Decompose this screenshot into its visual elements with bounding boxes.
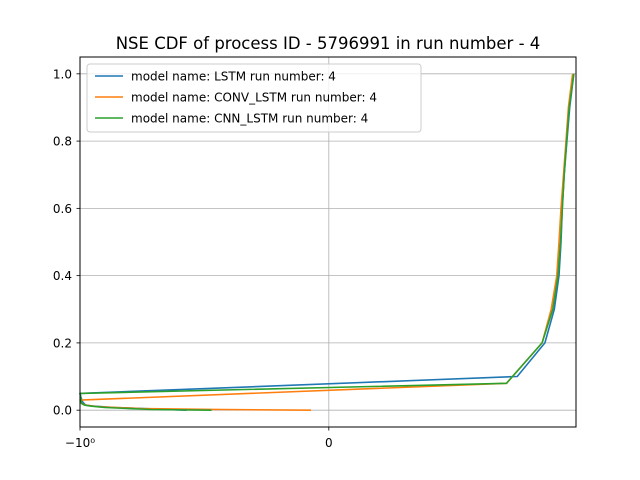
axis-ticks: −10⁰ 0 0.0 0.2 0.4 0.6 0.8 1.0 [53, 67, 333, 450]
legend-box [86, 63, 422, 133]
legend-label: model name: CONV_LSTM run number: 4 [131, 91, 377, 105]
series-line-3 [79, 73, 575, 411]
y-tick-label: 0.2 [53, 336, 72, 350]
y-tick-label: 0.6 [53, 202, 72, 216]
x-tick-label: −10⁰ [65, 436, 95, 450]
x-tick-label: 0 [325, 436, 333, 450]
plot-frame [79, 56, 577, 428]
chart-title: NSE CDF of process ID - 5796991 in run n… [116, 34, 541, 53]
legend-label: model name: LSTM run number: 4 [131, 70, 336, 84]
y-tick-label: 0.4 [53, 269, 72, 283]
legend-label: model name: CNN_LSTM run number: 4 [131, 112, 368, 126]
y-tick-label: 0.8 [53, 135, 72, 149]
legend: model name: LSTM run number: 4 model name… [86, 63, 422, 133]
y-tick-label: 1.0 [53, 67, 72, 81]
y-tick-label: 0.0 [53, 404, 72, 418]
series-lines [79, 73, 575, 411]
